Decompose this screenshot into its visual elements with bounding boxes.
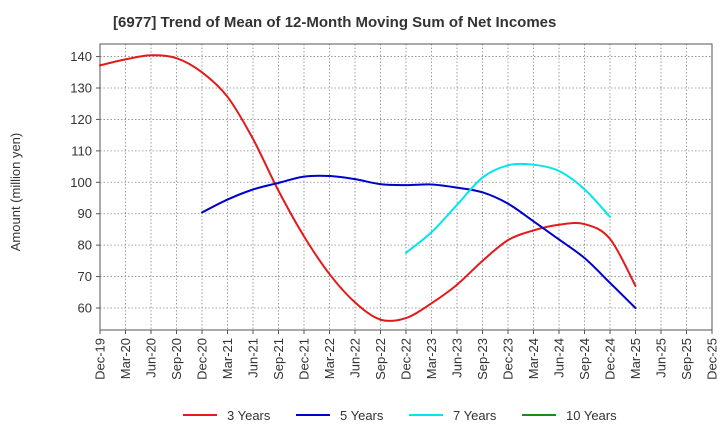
x-axis-ticks: Dec-19 Mar-20 Jun-20 Sep-20 Dec-20 Mar-21 Jun-… xyxy=(93,330,720,380)
x-tick-label: Sep-24 xyxy=(577,338,592,380)
y-tick-label: 110 xyxy=(71,143,92,158)
x-tick-label: Jun-22 xyxy=(348,338,363,378)
y-tick-label: 70 xyxy=(78,269,92,284)
legend-label: 3 Years xyxy=(227,407,271,423)
y-tick-label: 130 xyxy=(70,81,92,96)
y-tick-label: 60 xyxy=(78,301,92,316)
x-tick-label: Mar-24 xyxy=(526,338,541,379)
series-line-3-years xyxy=(99,54,637,323)
legend-label: 5 Years xyxy=(340,407,384,423)
x-tick-label: Dec-20 xyxy=(195,338,210,380)
series-line-7-years xyxy=(405,162,611,254)
x-tick-label: Dec-23 xyxy=(501,338,516,380)
x-tick-label: Sep-23 xyxy=(475,338,490,380)
x-tick-label: Sep-21 xyxy=(271,338,286,380)
y-axis-label: Amount (million yen) xyxy=(8,133,23,252)
series-line-5-years xyxy=(201,174,637,309)
series-lines xyxy=(99,54,637,323)
legend-item-7-years: 7 Years xyxy=(409,405,496,425)
x-tick-label: Jun-24 xyxy=(552,338,567,378)
legend-swatch xyxy=(296,414,330,416)
y-tick-label: 120 xyxy=(70,112,92,127)
x-tick-label: Sep-22 xyxy=(373,338,388,380)
x-tick-label: Dec-19 xyxy=(93,338,108,380)
x-tick-label: Sep-25 xyxy=(679,338,694,380)
x-tick-label: Mar-22 xyxy=(322,338,337,379)
legend-swatch xyxy=(409,414,443,416)
legend-swatch xyxy=(183,414,217,416)
x-tick-label: Dec-24 xyxy=(603,338,618,380)
legend: 3 Years 5 Years 7 Years 10 Years xyxy=(0,405,720,425)
legend-item-3-years: 3 Years xyxy=(183,405,270,425)
legend-swatch xyxy=(522,414,556,416)
x-tick-label: Jun-20 xyxy=(144,338,159,378)
y-tick-label: 100 xyxy=(70,175,92,190)
x-tick-label: Dec-25 xyxy=(705,338,720,380)
grid-lines xyxy=(99,44,713,330)
x-tick-label: Sep-20 xyxy=(169,338,184,380)
legend-item-10-years: 10 Years xyxy=(522,405,617,425)
x-tick-label: Mar-23 xyxy=(424,338,439,379)
x-tick-label: Dec-21 xyxy=(297,338,312,380)
x-tick-label: Jun-21 xyxy=(246,338,261,378)
x-tick-label: Mar-20 xyxy=(118,338,133,379)
x-tick-label: Mar-25 xyxy=(628,338,643,379)
y-axis-ticks: 60 70 80 90 100 110 120 130 140 xyxy=(70,49,100,316)
x-tick-label: Mar-21 xyxy=(220,338,235,379)
x-tick-label: Dec-22 xyxy=(399,338,414,380)
x-tick-label: Jun-25 xyxy=(654,338,669,378)
legend-label: 7 Years xyxy=(453,407,497,423)
x-tick-label: Jun-23 xyxy=(450,338,465,378)
legend-item-5-years: 5 Years xyxy=(296,405,383,425)
y-tick-label: 80 xyxy=(78,238,92,253)
y-tick-label: 90 xyxy=(78,206,92,221)
legend-label: 10 Years xyxy=(566,407,617,423)
chart-title: [6977] Trend of Mean of 12-Month Moving … xyxy=(113,14,557,31)
y-tick-label: 140 xyxy=(70,49,92,64)
